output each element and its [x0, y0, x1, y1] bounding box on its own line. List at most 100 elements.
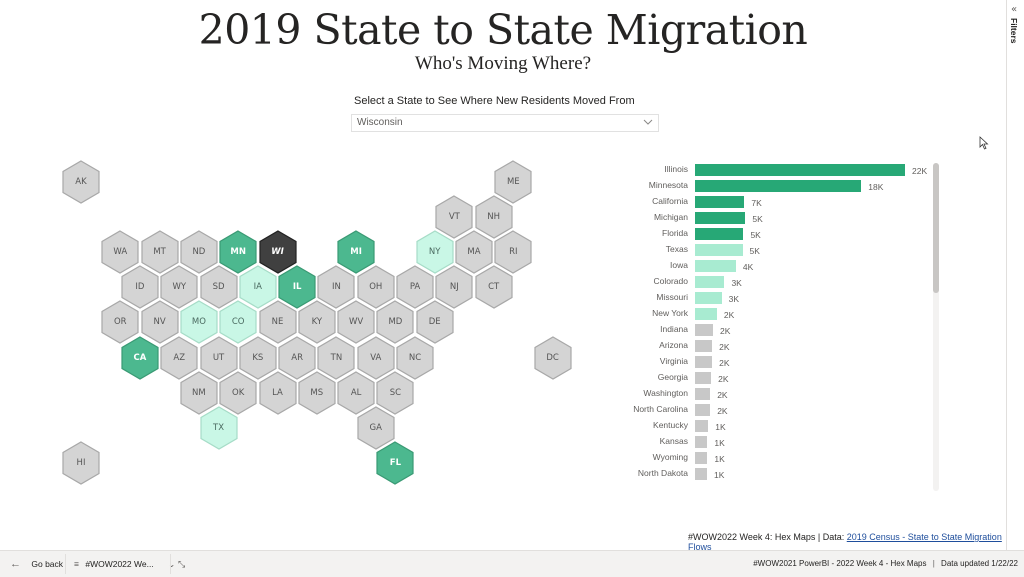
hex-state-ia[interactable]: IA: [239, 265, 277, 309]
hex-state-me[interactable]: ME: [494, 160, 532, 204]
bar[interactable]: [695, 340, 713, 352]
hex-state-ne[interactable]: NE: [258, 300, 297, 345]
source-link[interactable]: 2019 Census - State to State Migration F…: [688, 532, 1002, 552]
hex-state-az[interactable]: AZ: [160, 335, 198, 380]
hex-state-nh[interactable]: NH: [475, 195, 513, 239]
hex-state-dc[interactable]: DC: [533, 335, 572, 380]
hex-state-tx[interactable]: TX: [199, 405, 238, 450]
bar-row[interactable]: Wyoming 1K: [620, 451, 920, 467]
bar-row[interactable]: Virginia 2K: [620, 355, 920, 371]
hex-state-sd[interactable]: SD: [199, 265, 238, 309]
hex-state-vt[interactable]: VT: [435, 195, 473, 239]
hex-state-ok[interactable]: OK: [219, 370, 257, 415]
bar-row[interactable]: Florida 5K: [620, 227, 920, 243]
bar[interactable]: [695, 452, 708, 464]
bar[interactable]: [695, 372, 712, 384]
chart-scrollbar-thumb[interactable]: [933, 163, 939, 293]
chart-scrollbar-track[interactable]: [933, 163, 939, 491]
hex-state-ut[interactable]: UT: [199, 335, 238, 380]
bar[interactable]: [695, 308, 717, 320]
bar-row[interactable]: Washington 2K: [620, 387, 920, 403]
page-selector[interactable]: ≡ #WOW2022 We... ⌄: [74, 551, 175, 577]
hex-state-wy[interactable]: WY: [160, 265, 198, 309]
hex-state-ri[interactable]: RI: [494, 230, 532, 274]
state-dropdown[interactable]: Wisconsin: [351, 114, 659, 132]
hex-state-wa[interactable]: WA: [101, 230, 139, 274]
hex-state-ms[interactable]: MS: [298, 370, 336, 415]
hex-state-fl[interactable]: FL: [376, 441, 414, 485]
bar[interactable]: [695, 260, 736, 272]
hex-state-nm[interactable]: NM: [180, 370, 218, 415]
hex-state-or[interactable]: OR: [101, 300, 139, 345]
bar-row[interactable]: North Carolina 2K: [620, 403, 920, 419]
bar-row[interactable]: Michigan 5K: [620, 211, 920, 227]
filters-pane[interactable]: « Filters: [1006, 0, 1024, 550]
hex-state-nc[interactable]: NC: [396, 335, 434, 380]
hex-state-wv[interactable]: WV: [337, 300, 375, 345]
hex-state-ma[interactable]: MA: [455, 230, 493, 274]
bar[interactable]: [695, 164, 905, 176]
hex-state-wi[interactable]: WI: [258, 230, 297, 274]
bar[interactable]: [695, 276, 725, 288]
hex-state-ca[interactable]: CA: [121, 335, 159, 380]
bar[interactable]: [695, 468, 707, 480]
bar-row[interactable]: Minnesota 18K: [620, 179, 920, 195]
bar[interactable]: [695, 388, 711, 400]
go-back-button[interactable]: ← Go back: [10, 551, 63, 577]
hex-state-il[interactable]: IL: [278, 265, 316, 309]
hex-state-md[interactable]: MD: [376, 300, 414, 345]
bar-row[interactable]: North Dakota 1K: [620, 467, 920, 483]
hex-state-la[interactable]: LA: [258, 370, 297, 415]
hex-state-ct[interactable]: CT: [475, 265, 513, 309]
hex-state-id[interactable]: ID: [121, 265, 159, 309]
bar[interactable]: [695, 292, 722, 304]
bar-row[interactable]: Illinois 22K: [620, 163, 927, 179]
bar[interactable]: [695, 180, 862, 192]
bar-row[interactable]: Colorado 3K: [620, 275, 920, 291]
bar-row[interactable]: Missouri 3K: [620, 291, 920, 307]
hex-state-sc[interactable]: SC: [376, 370, 414, 415]
hex-state-va[interactable]: VA: [357, 335, 395, 380]
hex-state-pa[interactable]: PA: [396, 265, 434, 309]
hex-state-mt[interactable]: MT: [140, 230, 179, 274]
bar[interactable]: [695, 436, 708, 448]
bar-row[interactable]: Indiana 2K: [620, 323, 920, 339]
bar-row[interactable]: Iowa 4K: [620, 259, 920, 275]
hex-state-mo[interactable]: MO: [180, 300, 218, 345]
hex-state-nd[interactable]: ND: [180, 230, 218, 274]
hex-state-mn[interactable]: MN: [219, 230, 257, 274]
bar-row[interactable]: California 7K: [620, 195, 920, 211]
hex-state-ak[interactable]: AK: [62, 160, 100, 204]
fit-to-page-button[interactable]: ⤡: [178, 551, 185, 577]
hex-state-nv[interactable]: NV: [140, 300, 179, 345]
hex-state-ar[interactable]: AR: [278, 335, 316, 380]
hex-state-in[interactable]: IN: [317, 265, 356, 309]
bar[interactable]: [695, 324, 714, 336]
hex-state-ga[interactable]: GA: [357, 405, 395, 450]
hex-state-oh[interactable]: OH: [357, 265, 395, 309]
bar-row[interactable]: Texas 5K: [620, 243, 920, 259]
hex-state-mi[interactable]: MI: [337, 230, 375, 274]
collapse-filters-icon[interactable]: «: [1011, 4, 1018, 15]
filters-label[interactable]: Filters: [1009, 18, 1019, 44]
hex-state-hi[interactable]: HI: [62, 441, 100, 485]
bar-row[interactable]: Kentucky 1K: [620, 419, 920, 435]
bar[interactable]: [695, 404, 711, 416]
bar-row[interactable]: Kansas 1K: [620, 435, 920, 451]
bar[interactable]: [695, 212, 746, 224]
hex-state-ny[interactable]: NY: [416, 230, 454, 274]
hex-state-co[interactable]: CO: [219, 300, 257, 345]
hex-state-tn[interactable]: TN: [317, 335, 356, 380]
hex-state-al[interactable]: AL: [337, 370, 375, 415]
bar-row[interactable]: Georgia 2K: [620, 371, 920, 387]
bar[interactable]: [695, 420, 709, 432]
bar[interactable]: [695, 244, 743, 256]
bar-row[interactable]: Arizona 2K: [620, 339, 920, 355]
hex-state-de[interactable]: DE: [416, 300, 454, 345]
bar-row[interactable]: New York 2K: [620, 307, 920, 323]
bar[interactable]: [695, 228, 744, 240]
bar[interactable]: [695, 196, 745, 208]
hex-state-ky[interactable]: KY: [298, 300, 336, 345]
hex-state-ks[interactable]: KS: [239, 335, 277, 380]
hex-state-nj[interactable]: NJ: [435, 265, 473, 309]
